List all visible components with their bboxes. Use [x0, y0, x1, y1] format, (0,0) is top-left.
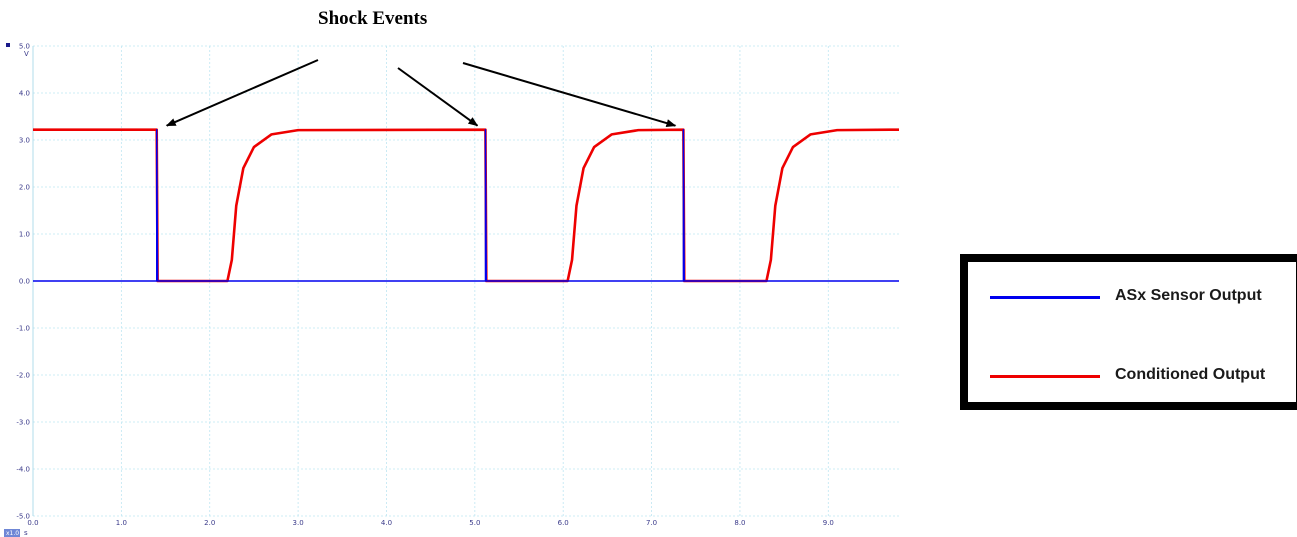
- x-tick-labels: 0.0 1.0 2.0 3.0 4.0 5.0 6.0 7.0 8.0 9.0: [27, 519, 833, 527]
- x-tick-label: 5.0: [469, 519, 480, 527]
- y-tick-label: 0.0: [19, 278, 30, 286]
- series-layer: [33, 128, 900, 283]
- legend-line-asx: [990, 296, 1100, 299]
- y-tick-label: 4.0: [19, 90, 30, 98]
- series-line-conditioned: [33, 128, 900, 283]
- x-tick-label: 2.0: [204, 519, 215, 527]
- shock-event-arrow: [462, 62, 677, 127]
- x-tick-label: 3.0: [293, 519, 304, 527]
- y-tick-label: 2.0: [19, 184, 30, 192]
- series-line-asx: [33, 128, 899, 282]
- y-tick-label: 3.0: [19, 137, 30, 145]
- shock-event-arrow: [397, 67, 479, 127]
- shock-events-annotation: Shock Events: [318, 8, 427, 29]
- plot-grid: [33, 45, 899, 517]
- y-tick-label: -4.0: [16, 466, 30, 474]
- x-tick-label: 1.0: [116, 519, 127, 527]
- x-tick-label: 8.0: [734, 519, 745, 527]
- y-tick-label: 5.0: [19, 43, 30, 51]
- legend: ASx Sensor Output Conditioned Output: [960, 254, 1297, 410]
- y-tick-label: -5.0: [16, 513, 30, 521]
- x-tick-label: 4.0: [381, 519, 392, 527]
- x-tick-label: 9.0: [823, 519, 834, 527]
- legend-label-asx: ASx Sensor Output: [1115, 287, 1262, 304]
- y-tick-labels: 5.0 4.0 3.0 2.0 1.0 0.0 -1.0 -2.0 -3.0 -4.0 -5.0: [16, 43, 30, 521]
- x-range-label: x1.0: [6, 530, 19, 537]
- y-tick-label: 1.0: [19, 231, 30, 239]
- legend-label-conditioned: Conditioned Output: [1115, 366, 1266, 383]
- shock-event-arrows: [165, 59, 677, 127]
- legend-line-conditioned: [990, 375, 1100, 378]
- channel-marker-icon: [6, 43, 10, 47]
- y-unit-label: V: [24, 50, 29, 58]
- oscilloscope-plot: 5.0 4.0 3.0 2.0 1.0 0.0 -1.0 -2.0 -3.0 -4.0 -5.0 0…: [4, 8, 900, 537]
- y-tick-label: -3.0: [16, 419, 30, 427]
- x-tick-label: 0.0: [27, 519, 38, 527]
- y-tick-label: -1.0: [16, 325, 30, 333]
- x-unit-label: s: [24, 529, 28, 537]
- y-tick-label: -2.0: [16, 372, 30, 380]
- shock-event-arrow: [165, 59, 319, 127]
- x-tick-label: 6.0: [558, 519, 569, 527]
- x-range-box: [4, 529, 20, 537]
- x-tick-label: 7.0: [646, 519, 657, 527]
